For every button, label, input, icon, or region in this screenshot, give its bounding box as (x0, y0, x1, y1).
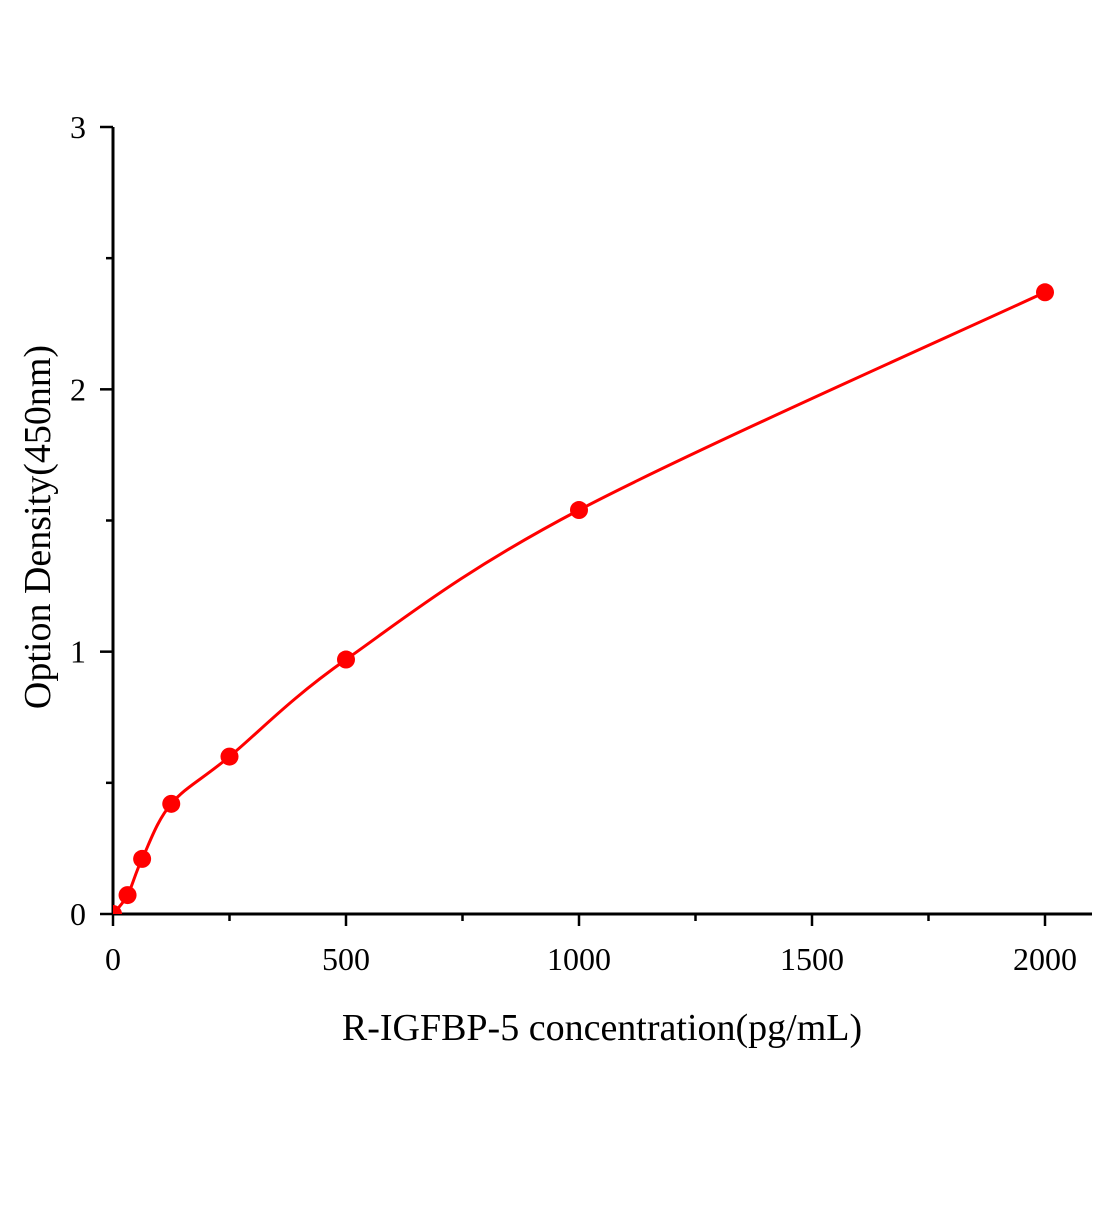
fit-curve (113, 290, 1046, 914)
y-axis-label: Option Density(450nm) (17, 345, 59, 709)
y-tick-label: 3 (70, 109, 86, 145)
x-tick-label: 0 (105, 941, 121, 977)
tick-labels: 0 500 1000 1500 2000 0 1 2 3 (70, 109, 1077, 977)
x-axis-label: R-IGFBP-5 concentration(pg/mL) (342, 1007, 862, 1049)
axes (100, 125, 1092, 926)
data-point (337, 650, 355, 669)
y-tick-label: 0 (70, 896, 86, 932)
x-tick-label: 2000 (1013, 941, 1077, 977)
data-marks (113, 283, 1054, 914)
y-tick-label: 2 (70, 371, 86, 407)
data-point (133, 849, 152, 868)
y-tick-label: 1 (70, 634, 86, 670)
data-point (570, 501, 588, 520)
data-point (220, 747, 239, 766)
x-tick-label: 500 (322, 941, 370, 977)
data-point (1036, 283, 1054, 302)
x-tick-label: 1000 (547, 941, 611, 977)
data-point (113, 905, 122, 914)
data-point (162, 794, 181, 813)
data-point (118, 886, 137, 905)
x-tick-label: 1500 (780, 941, 844, 977)
